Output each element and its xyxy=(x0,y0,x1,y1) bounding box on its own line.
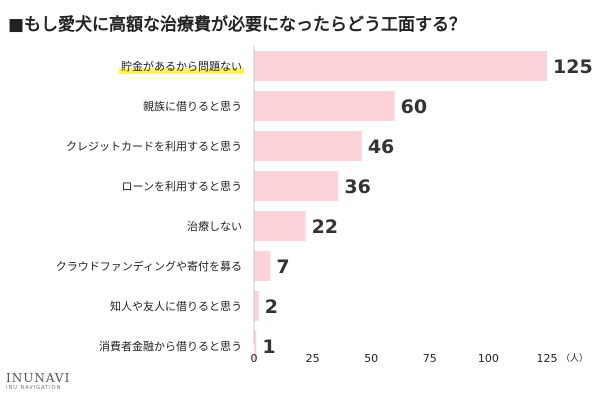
value-label-6: 7 xyxy=(276,256,289,278)
bar-5 xyxy=(254,211,306,241)
value-label-4: 36 xyxy=(344,176,370,198)
value-label-3: 46 xyxy=(368,136,394,158)
logo-sub-text: INU NAVIGATION xyxy=(6,385,62,391)
category-label-7: 知人や友人に借りると思う xyxy=(110,299,242,313)
x-tick-label-6: 125 xyxy=(537,352,558,365)
inunavi-logo: INUNAVI INU NAVIGATION xyxy=(6,372,70,391)
logo-main-text: INUNAVI xyxy=(6,371,71,385)
x-tick-label-1: 0 xyxy=(251,352,258,365)
category-label-3: クレジットカードを利用すると思う xyxy=(66,140,242,153)
bar-2 xyxy=(254,91,395,121)
x-tick-label-3: 50 xyxy=(364,352,378,365)
category-label-5: 治療しない xyxy=(187,219,242,233)
category-label-8: 消費者金融から借りると思う xyxy=(99,339,242,353)
value-label-8: 1 xyxy=(262,336,275,358)
category-label-1: 貯金があるから問題ない xyxy=(121,59,242,73)
bar-4 xyxy=(254,171,339,201)
x-tick-label-4: 75 xyxy=(423,352,437,365)
bar-8 xyxy=(254,331,257,361)
x-tick-label-5: 100 xyxy=(478,352,499,365)
value-label-7: 2 xyxy=(265,296,278,318)
bar-1 xyxy=(254,51,547,81)
highlight-marker xyxy=(119,68,244,74)
category-label-6: クラウドファンディングや寄付を募る xyxy=(56,259,242,273)
chart-title: ■もし愛犬に高額な治療費が必要になったらどう工面する？ xyxy=(8,15,467,35)
bar-3 xyxy=(254,131,362,161)
value-label-5: 22 xyxy=(312,216,338,238)
value-label-1: 125 xyxy=(553,56,593,78)
value-label-2: 60 xyxy=(401,96,427,118)
bar-7 xyxy=(254,291,259,321)
x-tick-label-2: 25 xyxy=(306,352,320,365)
bar-6 xyxy=(254,251,271,281)
category-label-4: ローンを利用すると思う xyxy=(122,180,242,193)
x-axis-unit: （人） xyxy=(561,353,588,364)
category-label-2: 親族に借りると思う xyxy=(143,99,242,113)
